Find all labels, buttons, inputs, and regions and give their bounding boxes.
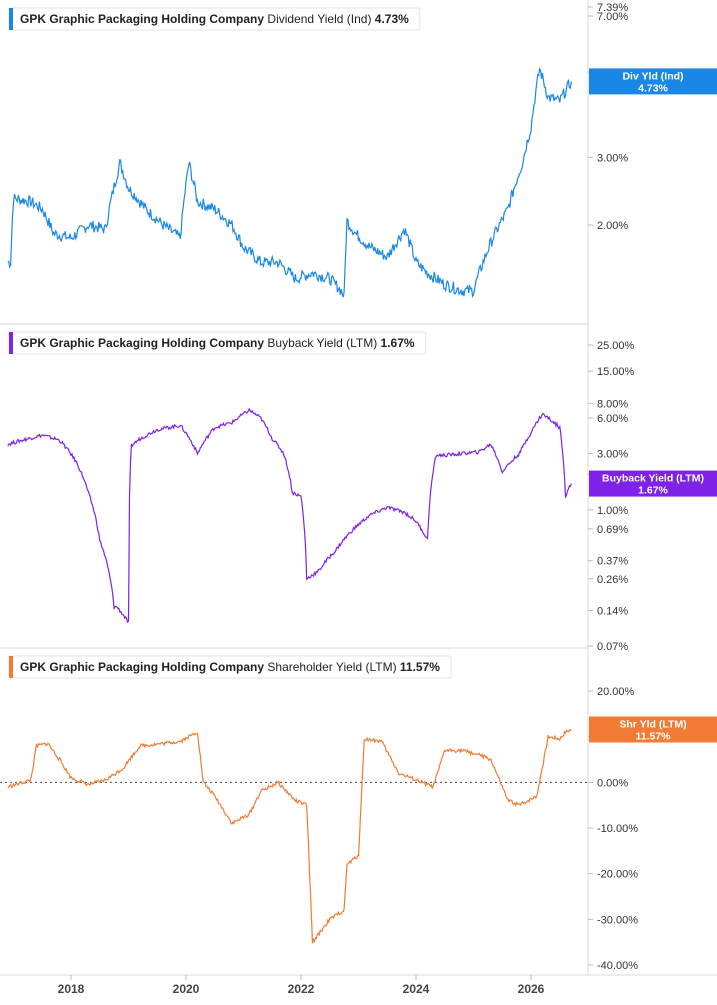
y-tick-label: 15.00% bbox=[597, 366, 635, 378]
badge-value: 4.73% bbox=[638, 82, 668, 94]
legend-color-bar bbox=[9, 8, 13, 30]
series-line bbox=[7, 729, 572, 944]
legend-text: GPK Graphic Packaging Holding Company Sh… bbox=[20, 660, 440, 674]
badge-value: 11.57% bbox=[635, 730, 671, 742]
legend-part: GPK bbox=[20, 12, 46, 26]
y-tick-label: 3.00% bbox=[597, 449, 628, 461]
legend-part: Graphic Packaging Holding Company bbox=[46, 336, 264, 350]
x-tick-label: 2022 bbox=[288, 982, 315, 996]
y-tick-label: 0.00% bbox=[597, 777, 628, 789]
y-tick-label: 20.00% bbox=[597, 686, 635, 698]
y-tick-label: 6.00% bbox=[597, 413, 628, 425]
y-tick-label: -40.00% bbox=[597, 960, 638, 972]
badge-value: 1.67% bbox=[638, 485, 668, 497]
x-tick-label: 2026 bbox=[518, 982, 545, 996]
legend-color-bar bbox=[9, 332, 13, 354]
legend-color-bar bbox=[9, 656, 13, 678]
y-tick-label: 7.00% bbox=[597, 11, 628, 23]
legend-part: GPK bbox=[20, 660, 46, 674]
legend-part: Buyback Yield (LTM) bbox=[264, 336, 377, 350]
legend: GPK Graphic Packaging Holding Company Bu… bbox=[8, 331, 427, 355]
legend-part: GPK bbox=[20, 336, 46, 350]
legend: GPK Graphic Packaging Holding Company Di… bbox=[8, 7, 421, 31]
series-line bbox=[7, 67, 572, 298]
legend-text: GPK Graphic Packaging Holding Company Di… bbox=[20, 12, 409, 26]
legend-part: Shareholder Yield (LTM) bbox=[264, 660, 397, 674]
x-tick-label: 2020 bbox=[173, 982, 200, 996]
value-badge: Div Yld (Ind)4.73% bbox=[589, 68, 717, 95]
y-tick-label: 0.26% bbox=[597, 574, 628, 586]
y-tick-label: 2.00% bbox=[597, 220, 628, 232]
x-tick-label: 2024 bbox=[403, 982, 430, 996]
y-tick-label: 0.14% bbox=[597, 606, 628, 618]
y-tick-label: -10.00% bbox=[597, 823, 638, 835]
y-tick-label: 1.00% bbox=[597, 505, 628, 517]
y-tick-label: 0.69% bbox=[597, 524, 628, 536]
series-line bbox=[7, 407, 572, 624]
y-tick-label: 7.39% bbox=[597, 2, 628, 14]
legend-text: GPK Graphic Packaging Holding Company Bu… bbox=[20, 336, 415, 350]
legend: GPK Graphic Packaging Holding Company Sh… bbox=[8, 655, 452, 679]
y-tick-label: -20.00% bbox=[597, 869, 638, 881]
x-tick-label: 2018 bbox=[58, 982, 85, 996]
legend-part: 1.67% bbox=[377, 336, 415, 350]
y-tick-label: 0.07% bbox=[597, 641, 628, 653]
legend-part: Dividend Yield (Ind) bbox=[264, 12, 371, 26]
y-tick-label: -30.00% bbox=[597, 914, 638, 926]
legend-part: 4.73% bbox=[371, 12, 409, 26]
badge-bg bbox=[589, 716, 717, 743]
badge-label: Buyback Yield (LTM) bbox=[602, 473, 704, 485]
y-tick-label: 8.00% bbox=[597, 398, 628, 410]
value-badge: Shr Yld (LTM)11.57% bbox=[589, 716, 717, 743]
legend-part: Graphic Packaging Holding Company bbox=[46, 12, 264, 26]
legend-part: 11.57% bbox=[397, 660, 441, 674]
y-tick-label: 25.00% bbox=[597, 340, 635, 352]
badge-bg bbox=[589, 470, 717, 497]
legend-part: Graphic Packaging Holding Company bbox=[46, 660, 264, 674]
badge-label: Shr Yld (LTM) bbox=[619, 718, 686, 730]
badge-label: Div Yld (Ind) bbox=[622, 70, 683, 82]
value-badge: Buyback Yield (LTM)1.67% bbox=[589, 470, 717, 497]
y-tick-label: 3.00% bbox=[597, 152, 628, 164]
badge-bg bbox=[589, 68, 717, 95]
y-tick-label: 0.37% bbox=[597, 556, 628, 568]
